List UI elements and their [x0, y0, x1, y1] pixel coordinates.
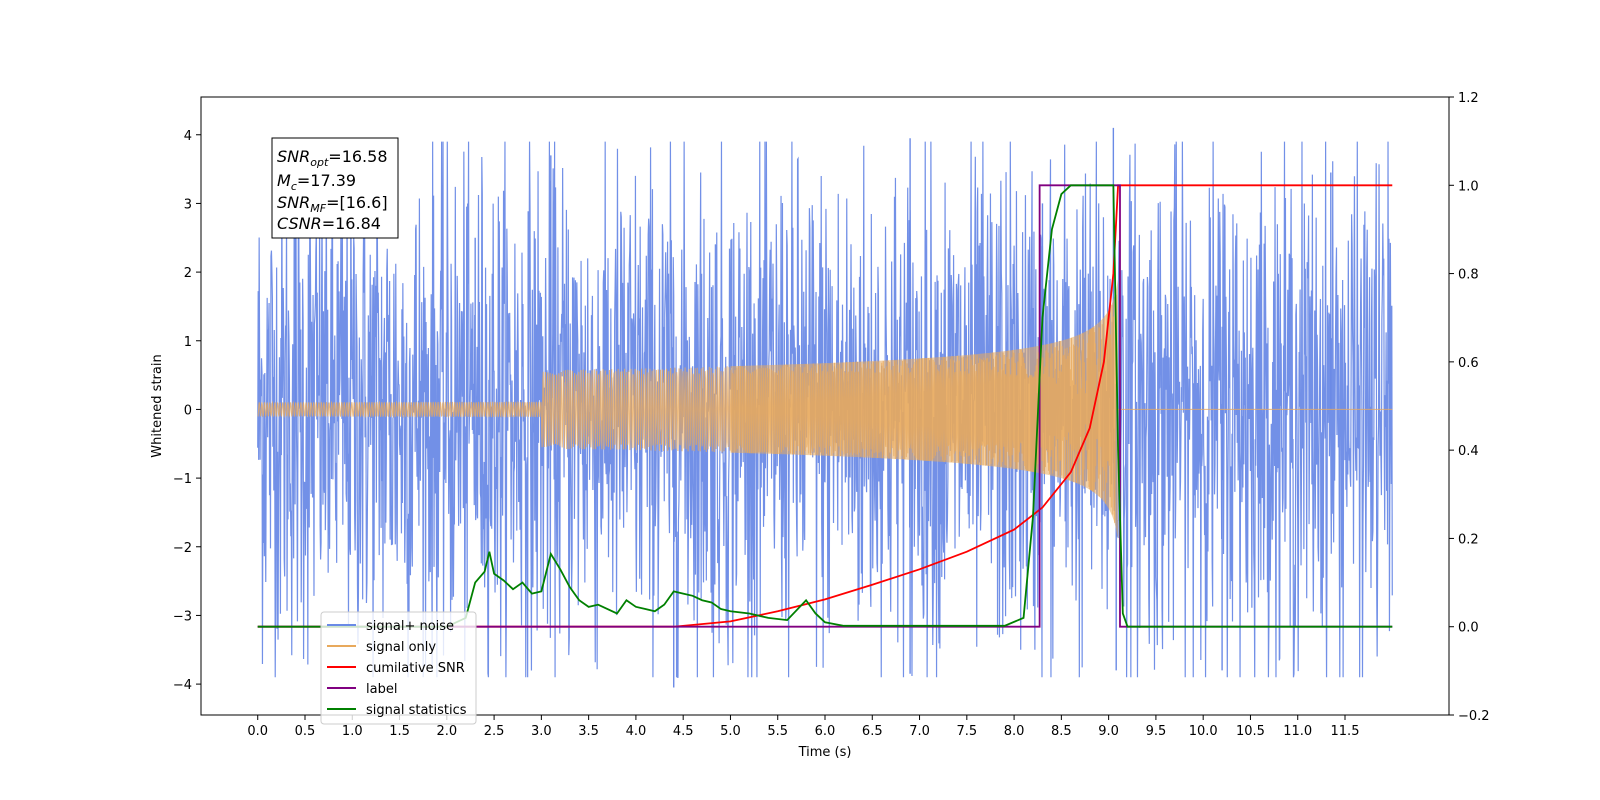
x-tick-label: 5.0: [720, 724, 741, 739]
annotation-snr-opt: SNRopt=16.58: [277, 147, 388, 169]
legend-label-signal-noise: signal+ noise: [366, 619, 454, 634]
y-tick-label: 2: [184, 266, 192, 281]
x-tick-label: 2.5: [484, 724, 505, 739]
y-tick-label: 1: [184, 335, 192, 350]
legend-label-signal-only: signal only: [366, 640, 436, 655]
legend-box: [320, 611, 477, 725]
x-tick-label: 11.0: [1283, 724, 1312, 739]
x-tick-label: 10.0: [1189, 724, 1218, 739]
y2-tick-label: 0.2: [1458, 532, 1479, 547]
x-tick-label: 4.5: [673, 724, 694, 739]
x-tick-label: 8.5: [1051, 724, 1072, 739]
y2-tick-label: 0.0: [1458, 621, 1479, 636]
x-tick-label: 5.5: [767, 724, 788, 739]
x-tick-label: 8.0: [1004, 724, 1025, 739]
x-tick-label: 7.0: [909, 724, 930, 739]
x-tick-label: 2.0: [436, 724, 457, 739]
x-tick-label: 0.0: [247, 724, 268, 739]
x-tick-label: 3.0: [531, 724, 552, 739]
y2-tick-label: 0.6: [1458, 356, 1479, 371]
annotation-csnr: CSNR=16.84: [277, 214, 381, 233]
series-layer: [257, 127, 1393, 688]
annotation-snr-mf: SNRMF=[16.6]: [277, 193, 388, 215]
y2-tick-label: 0.4: [1458, 444, 1479, 459]
y-axis-label: Whitened strain: [150, 354, 165, 457]
y-tick-label: 0: [184, 403, 192, 418]
x-tick-label: 10.5: [1236, 724, 1265, 739]
annotation-mc: Mc=17.39: [277, 171, 356, 193]
snr-annotation: SNRopt=16.58 Mc=17.39 SNRMF=[16.6] CSNR=…: [271, 137, 399, 239]
x-tick-label: 3.5: [578, 724, 599, 739]
x-tick-label: 1.5: [389, 724, 410, 739]
x-tick-label: 1.0: [342, 724, 363, 739]
y2-tick-label: 1.0: [1458, 179, 1479, 194]
legend-label-cumulative-snr: cumilative SNR: [366, 661, 465, 676]
x-tick-label: 0.5: [295, 724, 316, 739]
y-tick-label: −1: [173, 472, 192, 487]
x-tick-label: 6.5: [862, 724, 883, 739]
legend-label-signal-statistics: signal statistics: [366, 703, 467, 718]
x-tick-label: 9.0: [1098, 724, 1119, 739]
y-tick-label: −3: [173, 609, 192, 624]
annotation-box: [271, 137, 399, 239]
x-tick-label: 7.5: [956, 724, 977, 739]
x-axis-label: Time (s): [798, 745, 852, 760]
legend-label-label: label: [366, 682, 397, 697]
x-tick-label: 4.0: [626, 724, 647, 739]
y2-tick-label: 1.2: [1458, 91, 1479, 106]
legend: signal+ noise signal only cumilative SNR…: [320, 611, 477, 725]
y2-tick-label: 0.8: [1458, 268, 1479, 283]
series-signal-only-envelope: [730, 278, 1119, 540]
y-tick-label: 4: [184, 129, 192, 144]
ticks-layer: 0.0 0.5 1.0 1.5 2.0 2.5 3.0 3.5 4.0 4.5 5.0 5.5 6.0 6…: [173, 91, 1490, 739]
x-tick-label: 11.5: [1331, 724, 1360, 739]
series-signal-statistics: [257, 184, 1393, 628]
y-tick-label: −2: [173, 541, 192, 556]
y2-tick-label: −0.2: [1458, 709, 1490, 724]
x-tick-label: 6.0: [815, 724, 836, 739]
x-tick-label: 9.5: [1146, 724, 1167, 739]
y-tick-label: 3: [184, 197, 192, 212]
y-tick-label: −4: [173, 678, 192, 693]
